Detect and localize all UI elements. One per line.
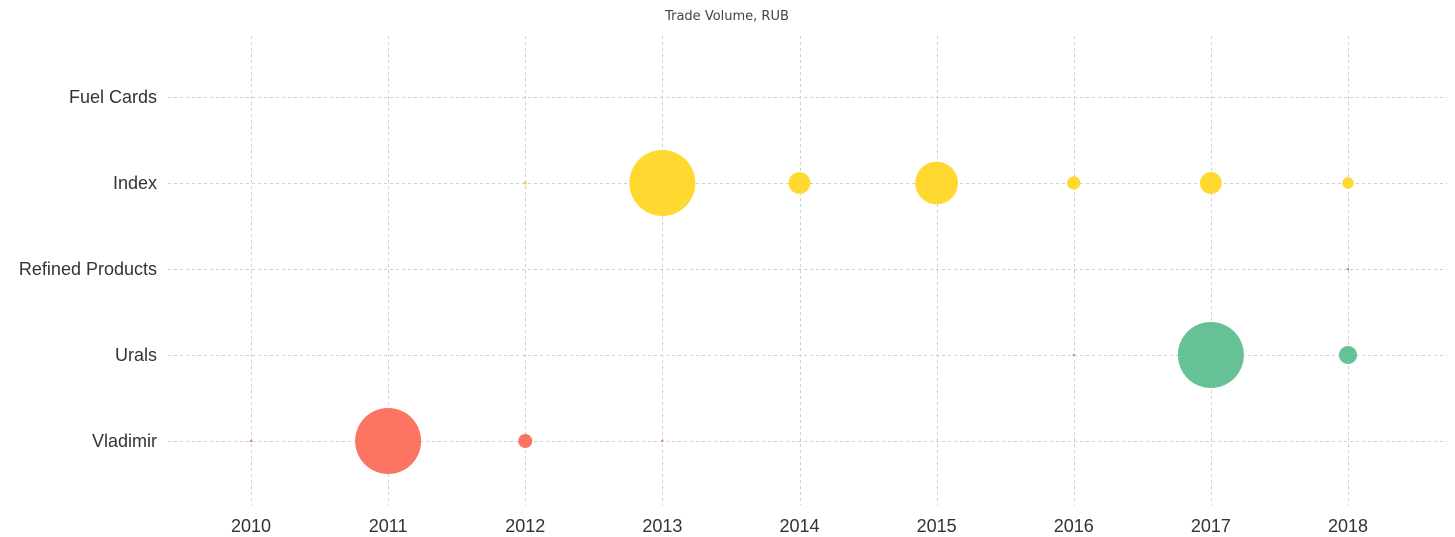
grid-layer — [168, 36, 1447, 505]
x-tick-label: 2012 — [505, 516, 545, 536]
y-axis-tick-labels: Fuel Cards Index Refined Products Urals Vlad… — [19, 87, 157, 451]
x-tick-label: 2013 — [642, 516, 682, 536]
x-tick-label: 2011 — [369, 516, 408, 536]
x-tick-label: 2018 — [1328, 516, 1368, 536]
y-tick-label: Vladimir — [92, 431, 157, 451]
bubble-index-2016 — [1067, 176, 1081, 190]
bubble-index-2018 — [1342, 177, 1354, 189]
y-tick-label: Index — [113, 173, 157, 193]
bubble-refined-products-2018 — [1346, 267, 1350, 271]
bubble-index-2017 — [1199, 172, 1222, 194]
bubble-vladimir-2013 — [661, 439, 664, 443]
bubble-vladimir-2011 — [355, 408, 422, 474]
bubble-urals-2018 — [1338, 345, 1358, 365]
y-tick-label: Fuel Cards — [69, 87, 157, 107]
y-tick-label: Refined Products — [19, 259, 157, 279]
x-tick-label: 2015 — [917, 516, 957, 536]
bubble-urals-2016 — [1072, 353, 1075, 357]
x-tick-label: 2016 — [1054, 516, 1094, 536]
bubble-layer — [249, 150, 1358, 474]
y-tick-label: Urals — [115, 345, 157, 365]
bubble-index-2014 — [788, 172, 811, 194]
bubble-index-2012 — [523, 181, 527, 185]
bubble-vladimir-2012 — [518, 434, 533, 448]
x-tick-label: 2010 — [231, 516, 271, 536]
x-tick-label: 2014 — [779, 516, 819, 536]
x-axis-tick-labels: 2010 2011 2012 2013 2014 2015 2016 2017 2018 — [231, 516, 1368, 536]
bubble-urals-2017 — [1177, 322, 1244, 388]
bubble-index-2015 — [915, 161, 959, 205]
x-tick-label: 2017 — [1191, 516, 1231, 536]
bubble-vladimir-2010 — [249, 439, 253, 443]
bubble-index-2013 — [629, 150, 696, 216]
chart-title: Trade Volume, RUB — [664, 9, 789, 24]
